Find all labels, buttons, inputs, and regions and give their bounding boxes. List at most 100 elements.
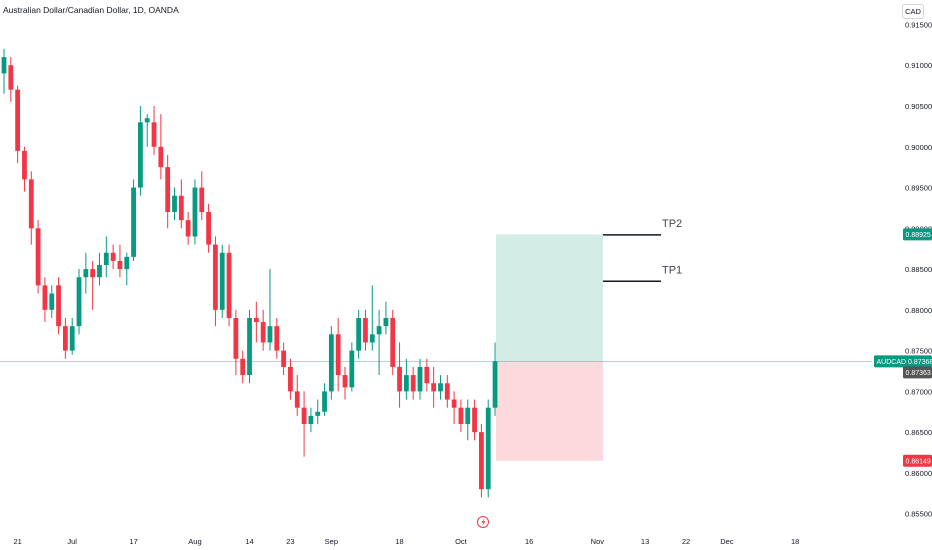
y-tick-label: 0.90000 bbox=[905, 143, 932, 152]
candle bbox=[22, 146, 27, 192]
candle-body bbox=[403, 375, 409, 392]
candle-body bbox=[56, 285, 61, 327]
candle bbox=[376, 309, 382, 376]
price-axis: 0.915000.910000.905000.900000.895000.890… bbox=[905, 20, 932, 518]
candle bbox=[342, 366, 348, 400]
candle-body bbox=[247, 318, 252, 376]
candle bbox=[1, 48, 7, 94]
candle bbox=[49, 285, 55, 318]
candle bbox=[15, 85, 21, 164]
time-axis: 21 Jul 17 Aug 14 23 Sep 18 Oct 16 Nov 13 22 Dec 18 bbox=[13, 537, 799, 546]
candle-body bbox=[301, 407, 307, 424]
candle bbox=[172, 187, 177, 221]
candle bbox=[110, 244, 116, 270]
x-tick-label: 16 bbox=[525, 537, 533, 546]
candle-body bbox=[83, 269, 89, 278]
x-tick-label: Aug bbox=[188, 537, 201, 546]
candle-body bbox=[110, 252, 116, 261]
candle bbox=[451, 391, 457, 424]
candle-body bbox=[485, 407, 491, 490]
candle-body bbox=[274, 326, 280, 351]
candle-body bbox=[28, 179, 34, 229]
tp2-label: TP2 bbox=[662, 218, 682, 230]
candle-body bbox=[49, 293, 55, 310]
secondary-price-tag: 0.87363 bbox=[903, 366, 932, 379]
price-tags: 0.88925 AUDCAD 0.87368 0.87363 0.86149 bbox=[874, 228, 932, 467]
candle-body bbox=[369, 334, 375, 343]
candle bbox=[479, 424, 484, 498]
candle bbox=[397, 342, 402, 408]
candle-body bbox=[240, 358, 246, 376]
x-tick-label: Jul bbox=[67, 537, 77, 546]
candle bbox=[369, 285, 375, 351]
candle-body bbox=[438, 383, 443, 392]
profit-zone[interactable] bbox=[496, 234, 603, 362]
candle-body bbox=[383, 318, 389, 327]
candle-body bbox=[151, 122, 157, 147]
candle bbox=[206, 203, 211, 253]
candle bbox=[390, 309, 396, 376]
y-tick-label: 0.87500 bbox=[905, 347, 932, 356]
x-tick-label: 18 bbox=[395, 537, 403, 546]
candle-body bbox=[8, 65, 14, 90]
x-tick-label: 13 bbox=[641, 537, 649, 546]
candle bbox=[383, 301, 389, 335]
x-tick-label: 22 bbox=[682, 537, 690, 546]
candle-body bbox=[62, 326, 68, 351]
candle-body bbox=[328, 334, 334, 392]
candle-body bbox=[458, 407, 464, 424]
candle bbox=[260, 309, 266, 351]
candle bbox=[301, 391, 307, 457]
candle bbox=[417, 358, 423, 400]
candle-body bbox=[363, 318, 368, 343]
candles bbox=[1, 48, 498, 498]
candle-body bbox=[356, 318, 362, 351]
candle bbox=[124, 252, 130, 286]
candle-body bbox=[226, 252, 232, 318]
y-tick-label: 0.86500 bbox=[905, 428, 932, 437]
loss-zone[interactable] bbox=[496, 361, 603, 461]
candle bbox=[213, 236, 218, 327]
candle-body bbox=[492, 361, 498, 408]
candle-body bbox=[288, 366, 293, 392]
candle-body bbox=[349, 350, 355, 388]
candle bbox=[492, 342, 498, 416]
y-tick-label: 0.91000 bbox=[905, 61, 932, 70]
x-tick-label: Nov bbox=[591, 537, 605, 546]
candle-body bbox=[35, 228, 41, 286]
candle bbox=[97, 252, 102, 286]
candle bbox=[199, 171, 205, 221]
candle-body bbox=[103, 252, 109, 265]
candle-body bbox=[206, 212, 211, 245]
candle bbox=[103, 236, 109, 278]
secondary-price-tag-text: 0.87363 bbox=[906, 370, 931, 377]
candle bbox=[294, 375, 300, 416]
candle bbox=[76, 269, 82, 335]
candle bbox=[281, 342, 287, 376]
candle bbox=[90, 260, 96, 310]
candle bbox=[144, 114, 150, 147]
candle-body bbox=[199, 187, 205, 212]
candle bbox=[165, 154, 171, 229]
candle bbox=[485, 399, 491, 498]
candle-body bbox=[124, 256, 130, 270]
candle bbox=[233, 309, 239, 376]
candle bbox=[192, 179, 198, 245]
lightning-icon[interactable] bbox=[477, 516, 489, 528]
candle-body bbox=[335, 334, 341, 376]
candle bbox=[363, 309, 368, 351]
x-tick-label: 14 bbox=[245, 537, 253, 546]
candle-body bbox=[397, 366, 402, 392]
candle-body bbox=[444, 383, 450, 400]
candle bbox=[403, 358, 409, 400]
candle-body bbox=[172, 195, 177, 212]
candle-body bbox=[308, 415, 314, 424]
candle-body bbox=[465, 407, 471, 424]
candle bbox=[458, 399, 464, 433]
currency-badge[interactable]: CAD bbox=[902, 4, 924, 19]
candle bbox=[158, 114, 164, 180]
y-tick-label: 0.88000 bbox=[905, 306, 932, 315]
candle-body bbox=[131, 187, 136, 257]
candle-body bbox=[15, 89, 21, 151]
